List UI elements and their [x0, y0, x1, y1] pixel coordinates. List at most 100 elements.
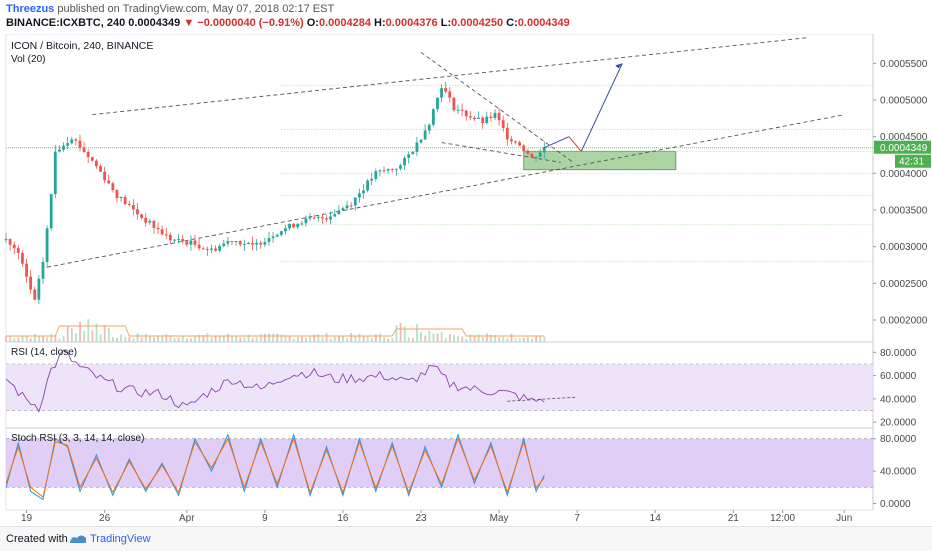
volume-bar	[116, 338, 118, 342]
volume-bar	[17, 337, 20, 342]
volume-bar	[70, 327, 73, 342]
candle	[357, 193, 361, 198]
chart-area[interactable]: 0.0005500 0.0005000 0.0004500 0.0004000 0.00…	[0, 34, 932, 526]
candle	[222, 243, 226, 247]
stoch-line	[5, 432, 545, 501]
candle	[78, 140, 82, 148]
volume-bar	[391, 338, 394, 342]
volume-bar	[79, 321, 81, 342]
volume-bar	[411, 338, 414, 342]
rsi-tick-label: 20.0000	[880, 418, 917, 429]
volume-bar	[161, 336, 164, 342]
candle	[82, 147, 86, 152]
candle	[156, 227, 160, 230]
volume-bar	[453, 335, 455, 342]
candle	[505, 127, 509, 140]
volume-bar	[42, 336, 44, 342]
arrow-head-icon	[615, 63, 623, 69]
tradingview-brand[interactable]: TradingView	[90, 533, 151, 545]
candle	[37, 278, 41, 300]
volume-bar	[259, 334, 262, 342]
candle	[218, 246, 222, 251]
volume-bar	[375, 334, 377, 342]
y-tick-label: 0.0002000	[880, 316, 928, 327]
open-value: 0.0004284	[318, 17, 371, 29]
candle	[284, 228, 287, 232]
volume-bar	[235, 336, 238, 342]
candle	[177, 238, 180, 240]
candle	[464, 110, 468, 117]
candle	[419, 139, 423, 143]
volume-bar	[309, 336, 312, 342]
candle	[370, 178, 374, 181]
candle	[312, 217, 316, 219]
volume-bar	[490, 334, 492, 342]
candle	[403, 157, 406, 166]
y-tick-label: 0.0003500	[880, 206, 928, 217]
volume-bar	[173, 338, 176, 342]
candle	[341, 208, 345, 211]
published-text: published on TradingView.com, May 07, 20…	[57, 3, 335, 15]
candle	[337, 210, 341, 215]
author-link[interactable]: Threezus	[6, 3, 55, 15]
projection-arrow	[544, 136, 570, 149]
candle	[131, 204, 135, 210]
volume-bar	[62, 336, 65, 342]
volume-bar	[379, 333, 381, 342]
candle	[90, 157, 94, 161]
main-title: ICON / Bitcoin, 240, BINANCE	[11, 40, 153, 52]
volume-bar	[83, 331, 86, 342]
volume-bar	[13, 338, 16, 342]
volume-bar	[210, 337, 213, 342]
volume-bar	[535, 335, 538, 342]
rsi-tick-label: 40.0000	[880, 394, 917, 405]
support-zone	[523, 150, 677, 171]
x-tick-label: 16	[337, 513, 349, 524]
close-value: 0.0004349	[517, 17, 570, 29]
trend-line	[420, 51, 574, 163]
candle	[251, 243, 254, 245]
candle	[411, 151, 415, 155]
rsi-band	[6, 363, 873, 411]
candle	[193, 240, 197, 245]
volume-bar	[518, 338, 521, 342]
candle	[111, 183, 115, 191]
volume-bar	[29, 338, 32, 342]
volume-bar	[50, 334, 53, 342]
stoch-tick-label: 40.0000	[880, 467, 917, 478]
volume-bar	[473, 336, 476, 342]
candle	[144, 217, 148, 223]
price-badge	[874, 140, 931, 154]
footer-bar: Created with TradingView	[0, 526, 932, 551]
volume-bar	[461, 336, 464, 342]
candle	[534, 156, 538, 158]
volume-bar	[140, 337, 143, 342]
price-badge-label: 0.0004349	[880, 143, 928, 154]
candle	[152, 220, 156, 228]
volume-bar	[469, 334, 472, 342]
volume-ma-line	[6, 325, 545, 337]
volume-bar	[317, 334, 320, 342]
x-tick-label: 12:00	[770, 513, 795, 524]
stoch-title: Stoch RSI (3, 3, 14, 14, close)	[11, 433, 144, 444]
volume-bar	[428, 330, 431, 342]
y-tick-label: 0.0003000	[880, 242, 928, 253]
candle	[210, 248, 213, 250]
candle	[296, 223, 300, 228]
volume-bar	[264, 333, 266, 342]
high-label: H:	[374, 17, 386, 29]
x-tick-label: 19	[21, 513, 33, 524]
rsi-line	[5, 349, 545, 413]
volume-bar	[268, 333, 270, 342]
volume-bar	[227, 333, 229, 342]
candle	[29, 276, 33, 290]
volume-bar	[424, 335, 427, 342]
candle	[58, 149, 61, 152]
volume-bar	[95, 323, 98, 342]
created-with-text: Created with	[6, 533, 68, 545]
volume-bar	[198, 334, 201, 342]
candle	[164, 234, 168, 236]
candle	[238, 241, 242, 245]
candle	[448, 91, 452, 98]
volume-bar	[350, 333, 353, 342]
